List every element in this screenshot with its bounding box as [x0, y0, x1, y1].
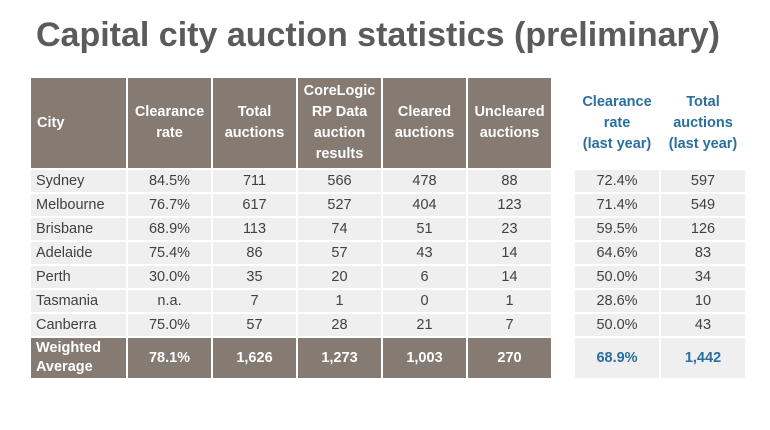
- column-header-city: City: [31, 78, 126, 168]
- column-header-clearance-rate-last-year: Clearance rate (last year): [582, 93, 652, 152]
- cleared-auctions-cell: 404: [383, 194, 466, 216]
- table-row: 71.4% 549: [575, 194, 745, 216]
- total-auctions-last-year-cell: 10: [661, 290, 745, 312]
- total-auctions-last-year-cell: 549: [661, 194, 745, 216]
- cleared-auctions-cell: 0: [383, 290, 466, 312]
- table-row: 59.5% 126: [575, 218, 745, 240]
- weighted-average-total-auctions: 1,626: [213, 338, 296, 378]
- weighted-average-label: Weighted Average: [31, 338, 126, 378]
- city-cell: Melbourne: [31, 194, 126, 216]
- side-weighted-average-row: 68.9% 1,442: [575, 338, 745, 378]
- city-cell: Adelaide: [31, 242, 126, 264]
- clearance-rate-cell: 76.7%: [128, 194, 211, 216]
- cleared-auctions-cell: 51: [383, 218, 466, 240]
- column-header-uncleared-auctions: Uncleared auctions: [468, 78, 551, 168]
- column-header-clearance-rate: Clearance rate: [128, 78, 211, 168]
- corelogic-results-cell: 527: [298, 194, 381, 216]
- weighted-average-cleared: 1,003: [383, 338, 466, 378]
- weighted-average-clearance-rate: 78.1%: [128, 338, 211, 378]
- total-auctions-cell: 57: [213, 314, 296, 336]
- clearance-rate-cell: 68.9%: [128, 218, 211, 240]
- clearance-rate-last-year-cell: 64.6%: [575, 242, 659, 264]
- uncleared-auctions-cell: 23: [468, 218, 551, 240]
- city-cell: Sydney: [31, 170, 126, 192]
- cleared-auctions-cell: 43: [383, 242, 466, 264]
- total-auctions-cell: 113: [213, 218, 296, 240]
- auction-statistics-table: City Clearance rate Total auctions CoreLog…: [29, 76, 553, 380]
- table-row: Canberra 75.0% 57 28 21 7: [31, 314, 551, 336]
- table-row: Brisbane 68.9% 113 74 51 23: [31, 218, 551, 240]
- cleared-auctions-cell: 6: [383, 266, 466, 288]
- total-auctions-last-year-cell: 34: [661, 266, 745, 288]
- city-cell: Tasmania: [31, 290, 126, 312]
- corelogic-results-cell: 1: [298, 290, 381, 312]
- table-row: Sydney 84.5% 711 566 478 88: [31, 170, 551, 192]
- corelogic-results-cell: 57: [298, 242, 381, 264]
- column-header-total-auctions: Total auctions: [213, 78, 296, 168]
- table-row: Tasmania n.a. 7 1 0 1: [31, 290, 551, 312]
- side-header-row: Clearance rate (last year) Total auctions (l…: [575, 78, 745, 168]
- uncleared-auctions-cell: 7: [468, 314, 551, 336]
- clearance-rate-last-year-cell: 50.0%: [575, 314, 659, 336]
- uncleared-auctions-cell: 14: [468, 242, 551, 264]
- table-row: 50.0% 34: [575, 266, 745, 288]
- total-auctions-last-year-cell: 126: [661, 218, 745, 240]
- clearance-rate-last-year-cell: 28.6%: [575, 290, 659, 312]
- total-auctions-cell: 7: [213, 290, 296, 312]
- city-cell: Brisbane: [31, 218, 126, 240]
- total-auctions-cell: 35: [213, 266, 296, 288]
- column-header-corelogic-results: CoreLogic RP Data auction results: [298, 78, 381, 168]
- clearance-rate-last-year-cell: 59.5%: [575, 218, 659, 240]
- cleared-auctions-cell: 478: [383, 170, 466, 192]
- table-row: Adelaide 75.4% 86 57 43 14: [31, 242, 551, 264]
- city-cell: Canberra: [31, 314, 126, 336]
- table-row: 28.6% 10: [575, 290, 745, 312]
- table-header-row: City Clearance rate Total auctions CoreLog…: [31, 78, 551, 168]
- uncleared-auctions-cell: 1: [468, 290, 551, 312]
- city-cell: Perth: [31, 266, 126, 288]
- uncleared-auctions-cell: 88: [468, 170, 551, 192]
- clearance-rate-cell: n.a.: [128, 290, 211, 312]
- column-header-total-auctions-last-year: Total auctions (last year): [668, 93, 738, 152]
- total-auctions-last-year-cell: 43: [661, 314, 745, 336]
- clearance-rate-last-year-cell: 50.0%: [575, 266, 659, 288]
- corelogic-results-cell: 28: [298, 314, 381, 336]
- corelogic-results-cell: 74: [298, 218, 381, 240]
- cleared-auctions-cell: 21: [383, 314, 466, 336]
- clearance-rate-cell: 84.5%: [128, 170, 211, 192]
- total-auctions-last-year-cell: 597: [661, 170, 745, 192]
- corelogic-results-cell: 20: [298, 266, 381, 288]
- page-title: Capital city auction statistics (prelimi…: [36, 16, 720, 54]
- corelogic-results-cell: 566: [298, 170, 381, 192]
- weighted-average-total-auctions-last-year: 1,442: [661, 338, 745, 378]
- total-auctions-cell: 617: [213, 194, 296, 216]
- clearance-rate-last-year-cell: 72.4%: [575, 170, 659, 192]
- table-row: 72.4% 597: [575, 170, 745, 192]
- table-row: 50.0% 43: [575, 314, 745, 336]
- clearance-rate-cell: 75.0%: [128, 314, 211, 336]
- weighted-average-row: Weighted Average 78.1% 1,626 1,273 1,003 …: [31, 338, 551, 378]
- table-row: Perth 30.0% 35 20 6 14: [31, 266, 551, 288]
- weighted-average-clearance-rate-last-year: 68.9%: [575, 338, 659, 378]
- total-auctions-cell: 86: [213, 242, 296, 264]
- weighted-average-corelogic-results: 1,273: [298, 338, 381, 378]
- column-header-cleared-auctions: Cleared auctions: [383, 78, 466, 168]
- uncleared-auctions-cell: 14: [468, 266, 551, 288]
- weighted-average-uncleared: 270: [468, 338, 551, 378]
- total-auctions-cell: 711: [213, 170, 296, 192]
- total-auctions-last-year-cell: 83: [661, 242, 745, 264]
- last-year-table: Clearance rate (last year) Total auctions (l…: [573, 76, 747, 380]
- uncleared-auctions-cell: 123: [468, 194, 551, 216]
- clearance-rate-last-year-cell: 71.4%: [575, 194, 659, 216]
- table-row: Melbourne 76.7% 617 527 404 123: [31, 194, 551, 216]
- table-row: 64.6% 83: [575, 242, 745, 264]
- clearance-rate-cell: 75.4%: [128, 242, 211, 264]
- clearance-rate-cell: 30.0%: [128, 266, 211, 288]
